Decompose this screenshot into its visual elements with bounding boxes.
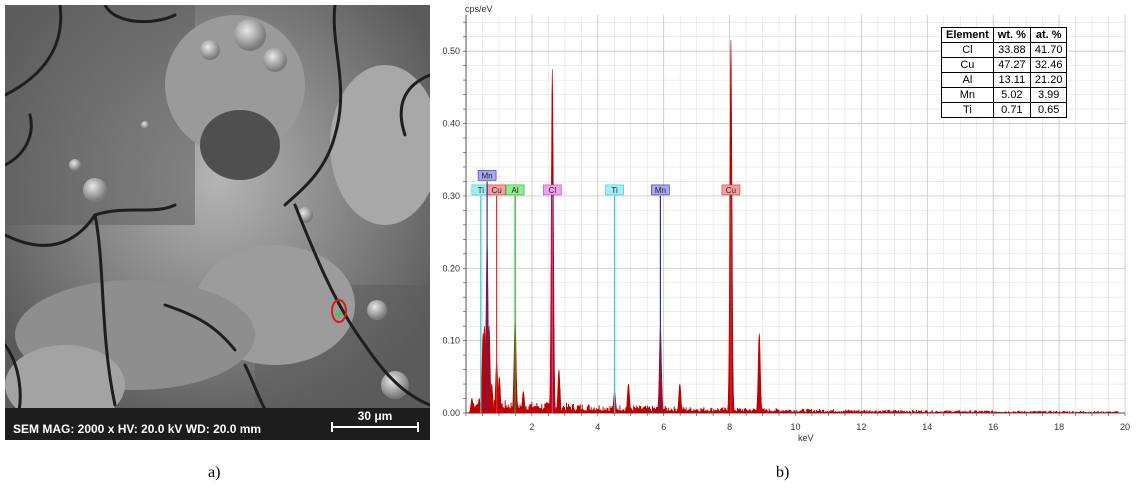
table-cell: 33.88 xyxy=(992,42,1031,58)
caption-b: b) xyxy=(776,464,790,481)
y-tick-label: 0.00 xyxy=(442,408,460,418)
element-marker-box xyxy=(651,184,670,196)
x-tick-label: 20 xyxy=(1120,422,1130,432)
table-cell: 5.02 xyxy=(992,87,1031,103)
table-cell: Mn xyxy=(941,87,994,103)
table-header-cell: at. % xyxy=(1029,27,1068,43)
table-row: Cl 33.88 41.70 xyxy=(941,42,1068,58)
element-marker-box xyxy=(605,184,624,196)
y-axis-label: cps/eV xyxy=(465,4,493,14)
sem-info-bar: SEM MAG: 2000 x HV: 20.0 kV WD: 20.0 mm … xyxy=(5,408,430,440)
element-marker-label: Cl xyxy=(549,186,557,195)
sem-acquisition-info: SEM MAG: 2000 x HV: 20.0 kV WD: 20.0 mm xyxy=(13,422,262,436)
table-row: Mn 5.02 3.99 xyxy=(941,87,1068,103)
table-header-cell: wt. % xyxy=(992,27,1031,43)
x-tick-label: 6 xyxy=(661,422,666,432)
table-cell: 0.65 xyxy=(1029,102,1068,118)
table-cell: 13.11 xyxy=(992,72,1031,88)
spectrum-peak xyxy=(518,391,529,414)
table-cell: 0.71 xyxy=(992,102,1031,118)
element-marker-label: Cu xyxy=(492,186,502,195)
table-cell: Cl xyxy=(941,42,994,58)
table-header-cell: Element xyxy=(941,27,994,43)
element-marker-label: Ti xyxy=(478,186,485,195)
element-marker-box xyxy=(505,184,525,196)
table-row: Ti 0.71 0.65 xyxy=(941,102,1068,118)
x-tick-label: 2 xyxy=(529,422,534,432)
element-markers: Ti Mn Cu Al Cl Ti Mn Cu xyxy=(471,170,741,413)
x-tick-label: 18 xyxy=(1054,422,1064,432)
spectrum-peak xyxy=(754,333,765,414)
x-tick-label: 16 xyxy=(988,422,998,432)
table-cell: 3.99 xyxy=(1029,87,1068,103)
analysis-point-marker xyxy=(331,299,347,323)
table-row: Al 13.11 21.20 xyxy=(941,72,1068,88)
element-marker-box xyxy=(487,184,506,196)
table-cell: 47.27 xyxy=(992,57,1031,73)
table-cell: Ti xyxy=(941,102,994,118)
spectrum-peak xyxy=(554,369,564,414)
scale-bar-label: 30 μm xyxy=(357,409,393,423)
x-tick-label: 4 xyxy=(595,422,600,432)
element-marker-box xyxy=(477,170,497,181)
table-cell: Al xyxy=(941,72,994,88)
x-tick-label: 10 xyxy=(790,422,800,432)
table-row: Cu 47.27 32.46 xyxy=(941,57,1068,73)
composition-table: Element wt. % at. % Cl 33.88 41.70 Cu 47.27 32.… xyxy=(941,27,1068,118)
y-tick-label: 0.20 xyxy=(442,263,460,273)
table-cell: 41.70 xyxy=(1029,42,1068,58)
y-tick-label: 0.10 xyxy=(442,336,460,346)
x-tick-label: 12 xyxy=(856,422,866,432)
y-tick-label: 0.30 xyxy=(442,191,460,201)
y-tick-label: 0.40 xyxy=(442,119,460,129)
spectrum-peaks xyxy=(467,40,765,414)
tick-labels: 0.00 0.10 0.20 0.30 0.40 0.50 2 4 6 8 10 12 14 16 18 20 xyxy=(442,46,1130,432)
element-marker-label: Mn xyxy=(482,171,493,180)
element-marker-label: Cu xyxy=(726,186,736,195)
x-tick-label: 14 xyxy=(922,422,932,432)
scale-bar-right-tick xyxy=(417,422,419,432)
element-marker-label: Mn xyxy=(655,186,666,195)
caption-a: a) xyxy=(208,464,221,481)
sem-micrograph: SEM MAG: 2000 x HV: 20.0 kV WD: 20.0 mm … xyxy=(5,5,430,440)
table-cell: 32.46 xyxy=(1029,57,1068,73)
table-cell: 21.20 xyxy=(1029,72,1068,88)
x-axis-label: keV xyxy=(798,433,814,443)
y-tick-label: 0.50 xyxy=(442,46,460,56)
spectrum-peak xyxy=(623,384,634,414)
scale-bar-left-tick xyxy=(331,422,333,432)
element-marker-box xyxy=(721,184,741,196)
element-marker-label: Al xyxy=(512,186,519,195)
x-tick-label: 8 xyxy=(727,422,732,432)
spectrum-peak xyxy=(674,384,685,414)
sem-texture xyxy=(5,5,430,440)
table-cell: Cu xyxy=(941,57,994,73)
scale-bar xyxy=(331,426,419,428)
element-marker-label: Ti xyxy=(611,186,618,195)
table-body: Cl 33.88 41.70 Cu 47.27 32.46 Al 13.11 21.20 Mn 5.… xyxy=(941,42,1068,118)
element-marker-box xyxy=(543,184,562,196)
table-header-row: Element wt. % at. % xyxy=(941,27,1068,43)
